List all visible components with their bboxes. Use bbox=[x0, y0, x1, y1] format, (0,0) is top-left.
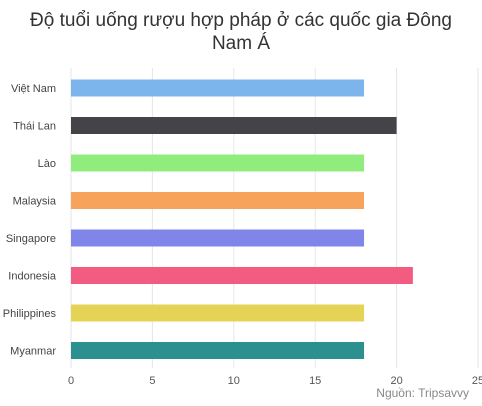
category-label: Singapore bbox=[6, 233, 56, 245]
title-line-2: Nam Á bbox=[212, 33, 270, 54]
category-label: Philippines bbox=[3, 308, 57, 320]
bar bbox=[71, 342, 365, 359]
bar bbox=[71, 229, 365, 247]
x-tick-label: 10 bbox=[228, 375, 240, 387]
x-tick-label: 0 bbox=[68, 375, 74, 387]
x-tick-label: 25 bbox=[472, 375, 482, 387]
bar bbox=[71, 154, 365, 172]
bar bbox=[71, 304, 365, 322]
category-label: Indonesia bbox=[8, 271, 57, 283]
x-tick-label: 5 bbox=[149, 375, 155, 387]
category-label: Lào bbox=[38, 158, 56, 170]
bar bbox=[71, 267, 413, 284]
bars bbox=[71, 79, 413, 359]
x-axis-ticks: 0 5 10 15 20 25 bbox=[68, 375, 482, 387]
bar bbox=[71, 79, 365, 97]
category-labels: Việt Nam Thái Lan Lào Malaysia Singapore Indo… bbox=[3, 83, 57, 358]
category-label: Việt Nam bbox=[11, 83, 56, 95]
x-tick-label: 15 bbox=[309, 375, 321, 387]
category-label: Malaysia bbox=[13, 196, 57, 208]
category-label: Myanmar bbox=[10, 346, 56, 358]
gridlines bbox=[70, 68, 479, 368]
bar bbox=[71, 192, 365, 209]
x-tick-label: 20 bbox=[390, 375, 402, 387]
title-line-1: Độ tuổi uống rượu hợp pháp ở các quốc gi… bbox=[30, 10, 452, 31]
category-label: Thái Lan bbox=[13, 121, 56, 133]
source-credit: Nguồn: Tripsavvy bbox=[376, 386, 469, 400]
chart-title: Độ tuổi uống rượu hợp pháp ở các quốc gi… bbox=[30, 10, 452, 54]
bar bbox=[71, 117, 397, 134]
